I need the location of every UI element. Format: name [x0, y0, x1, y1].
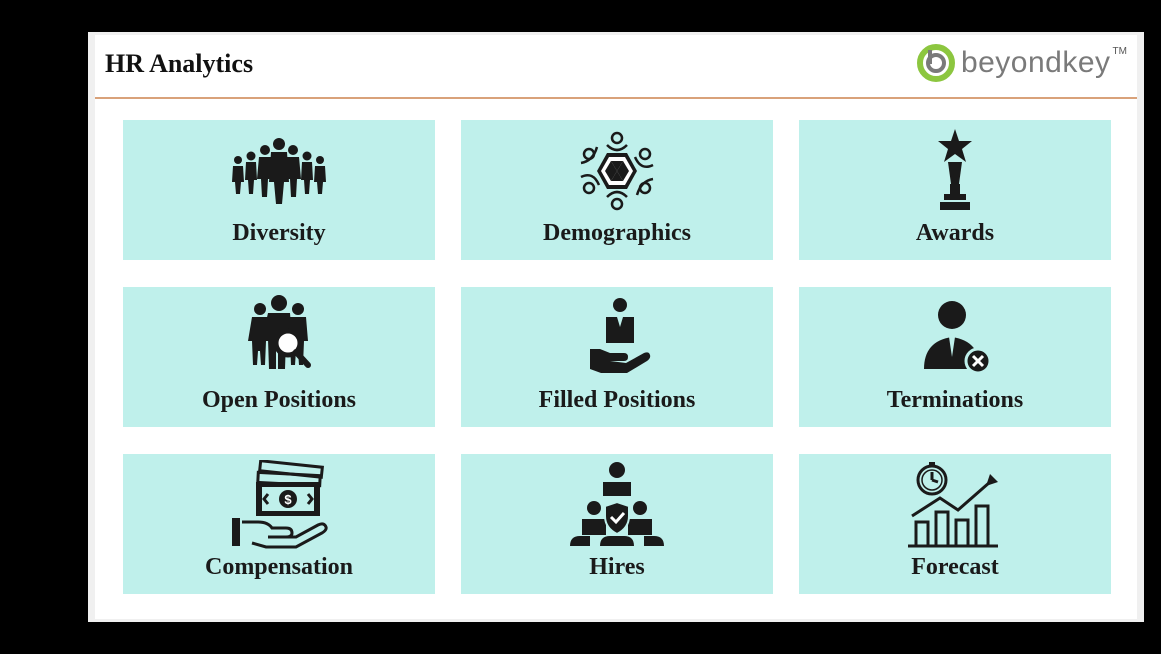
people-group-icon: [224, 126, 334, 216]
people-search-icon: [224, 293, 334, 383]
tile-filled-positions[interactable]: Filled Positions: [461, 287, 773, 427]
tile-diversity[interactable]: Diversity: [123, 120, 435, 260]
brand-logo: beyondkey TM: [916, 44, 1127, 82]
tile-label: Filled Positions: [538, 387, 696, 413]
analytics-tile-grid: Diversity: [123, 120, 1111, 594]
tile-label: Demographics: [543, 220, 691, 246]
circle-of-people-icon: [562, 126, 672, 216]
logo-mark-icon: [916, 44, 955, 82]
tile-label: Hires: [589, 554, 645, 580]
person-remove-icon: [900, 293, 1010, 383]
page-title: HR Analytics: [105, 49, 254, 78]
tile-label: Awards: [915, 220, 995, 246]
tile-forecast[interactable]: Forecast: [799, 454, 1111, 594]
dashboard-panel: HR Analytics beyondkey TM: [95, 35, 1137, 619]
clock-growth-chart-icon: [900, 460, 1010, 550]
hand-money-icon: $: [224, 460, 334, 550]
team-shield-icon: [562, 460, 672, 550]
tile-label: Terminations: [886, 387, 1024, 413]
tile-demographics[interactable]: Demographics: [461, 120, 773, 260]
trophy-icon: [900, 126, 1010, 216]
hand-holding-person-icon: [562, 293, 672, 383]
tile-label: Compensation: [204, 554, 354, 580]
tile-label: Open Positions: [201, 387, 357, 413]
tile-awards[interactable]: Awards: [799, 120, 1111, 260]
tile-terminations[interactable]: Terminations: [799, 287, 1111, 427]
logo-trademark: TM: [1112, 45, 1127, 57]
header-bar: HR Analytics beyondkey TM: [95, 35, 1137, 99]
tile-label: Diversity: [232, 220, 326, 246]
tile-hires[interactable]: Hires: [461, 454, 773, 594]
svg-text:$: $: [284, 492, 292, 507]
tile-label: Forecast: [911, 554, 999, 580]
screen-frame: HR Analytics beyondkey TM: [88, 32, 1144, 622]
logo-text: beyondkey: [960, 46, 1111, 79]
tile-open-positions[interactable]: Open Positions: [123, 287, 435, 427]
tile-compensation[interactable]: $ Compensation: [123, 454, 435, 594]
